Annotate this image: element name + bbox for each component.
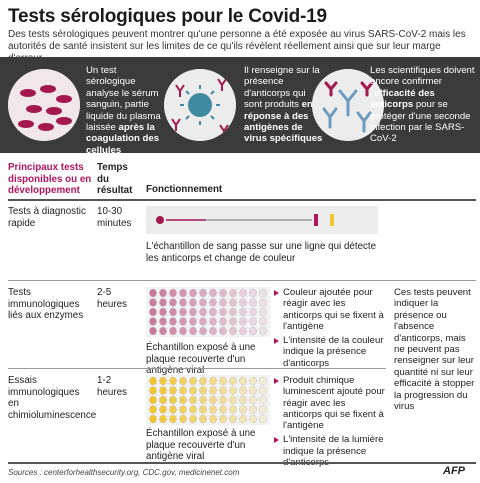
row2-divider [8, 368, 386, 369]
band-text-2: Il renseigne sur la présence d'anticorps… [244, 65, 323, 145]
row3-bullet-1: Produit chimique luminescent ajouté pour… [274, 375, 386, 431]
row3-time: 1-2 heures [97, 375, 127, 398]
row2-bullets: Couleur ajoutée pour réagir avec les ant… [274, 287, 386, 372]
band-text-1: Un test sérologique analyse le sérum san… [86, 65, 161, 156]
row2-bullet-2: L'intensité de la couleur indique la pré… [274, 335, 386, 369]
row3-bullets: Produit chimique luminescent ajouté pour… [274, 375, 386, 471]
row1-test-name: Tests à diagnostic rapide [8, 206, 86, 229]
afp-logo: AFP [443, 465, 465, 477]
row3-caption: Échantillon exposé à une plaque recouver… [146, 428, 256, 463]
header-time: Temps du résultat [97, 162, 133, 196]
row2-caption: Échantillon exposé à une plaque recouver… [146, 342, 256, 377]
row2-time: 2-5 heures [97, 287, 127, 310]
test-strip-icon [146, 206, 378, 234]
row2-test-name: Tests immunologiques liés aux enzymes [8, 287, 84, 322]
blood-cells-icon [8, 69, 80, 141]
row1-time: 10-30 minutes [97, 206, 132, 229]
header-divider [8, 199, 476, 201]
header-function: Fonctionnement [146, 184, 223, 195]
row1-caption: L'échantillon de sang passe sur une lign… [146, 241, 377, 264]
row2-bullet-1: Couleur ajoutée pour réagir avec les ant… [274, 287, 386, 332]
row3-test-name: Essais immunologiques en chimioluminesce… [8, 375, 97, 421]
plate-lumi-icon [146, 375, 270, 425]
sources: Sources : centerforhealthsecurity.org, C… [8, 468, 240, 477]
footer-divider [8, 462, 476, 464]
plate-enzyme-icon [146, 287, 270, 337]
virus-antibody-icon [164, 69, 236, 141]
info-band: Un test sérologique analyse le sérum san… [0, 57, 480, 156]
row1-divider [8, 280, 476, 281]
header-tests: Principaux tests disponibles ou en dével… [8, 162, 92, 196]
side-note: Ces tests peuvent indiquer la présence o… [394, 287, 475, 413]
page-title: Tests sérologiques pour le Covid-19 [8, 6, 327, 27]
antibody-icon [312, 69, 384, 141]
band-text-3: Les scientifiques doivent encore confirm… [370, 65, 475, 145]
